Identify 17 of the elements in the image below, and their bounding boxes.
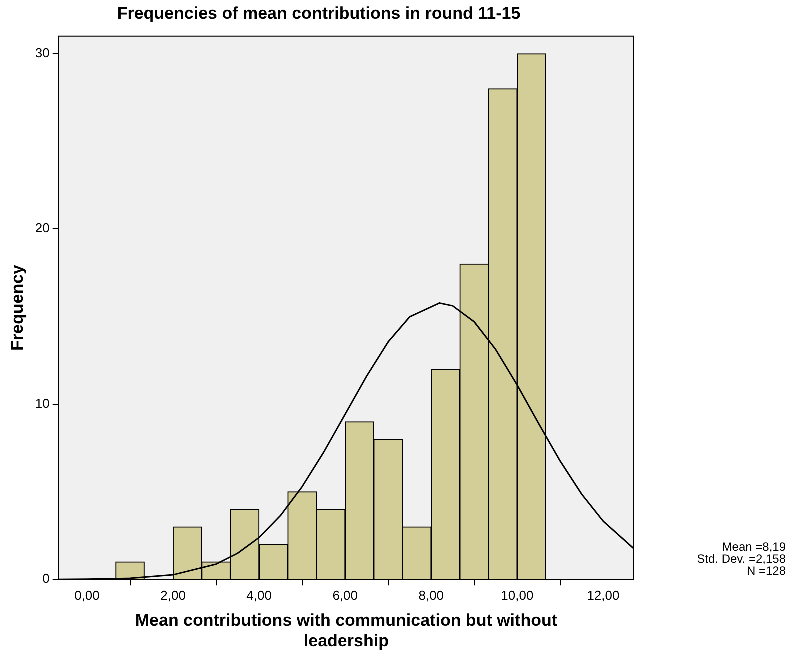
y-tick-label: 10 — [35, 396, 50, 411]
chart-title: Frequencies of mean contributions in round 11-15 — [117, 4, 521, 23]
y-tick-label: 0 — [42, 571, 50, 586]
text: Mean =8,19 — [722, 540, 786, 554]
y-axis-title: Frequency — [8, 264, 27, 351]
text: N =128 — [746, 564, 786, 578]
x-axis-title: Mean contributions with communication but without leadership — [135, 611, 558, 650]
x-tick-label: 8,00 — [418, 588, 444, 603]
x-tick-label: 4,00 — [246, 588, 272, 603]
x-tick-label: 2,00 — [160, 588, 186, 603]
y-tick-label: 30 — [35, 46, 50, 60]
x-tick-label: 12,00 — [587, 588, 620, 603]
y-tick-label: 20 — [35, 220, 50, 236]
x-tick-label: 6,00 — [332, 588, 358, 603]
x-tick-label: 0,00 — [74, 588, 100, 603]
x-tick-label: 10,00 — [501, 588, 534, 603]
text: Std. Dev. =2,158 — [697, 552, 786, 566]
